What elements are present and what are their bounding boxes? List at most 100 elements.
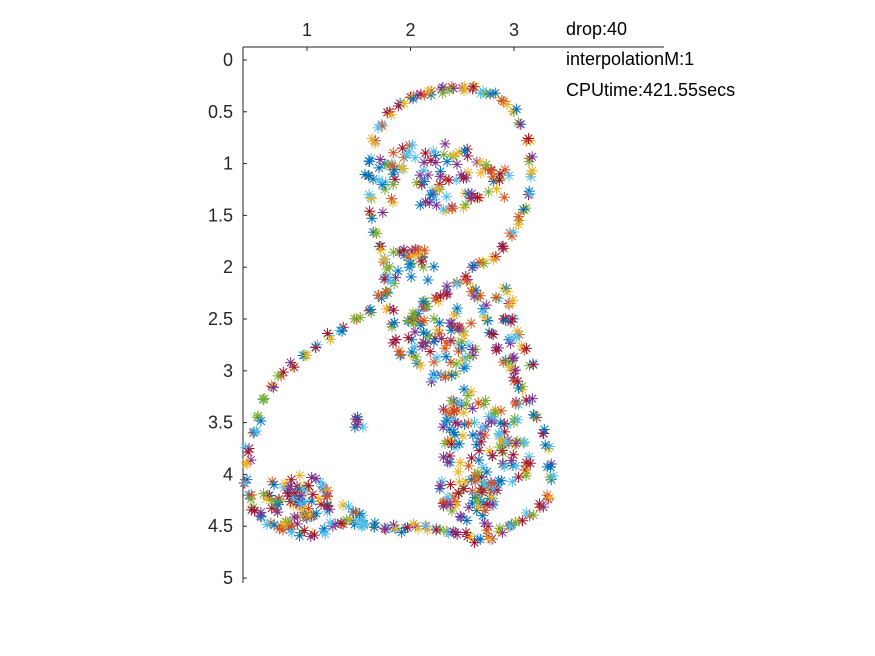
data-point-marker [481, 524, 493, 536]
data-point-marker [387, 337, 399, 349]
data-point-marker [467, 429, 479, 441]
data-point-marker [489, 407, 501, 419]
data-point-marker [444, 408, 456, 420]
data-point-marker [357, 518, 369, 530]
data-point-marker [373, 174, 385, 186]
data-point-marker [437, 87, 449, 99]
data-point-marker [357, 421, 369, 433]
data-point-marker [506, 230, 518, 242]
data-point-marker [451, 404, 463, 416]
data-point-marker [486, 165, 498, 177]
data-point-marker [481, 466, 493, 478]
data-point-marker [494, 168, 506, 180]
data-point-marker [438, 500, 450, 512]
data-point-marker [406, 139, 418, 151]
data-point-marker [475, 436, 487, 448]
data-point-marker [422, 300, 434, 312]
data-point-marker [511, 435, 523, 447]
data-point-marker [303, 480, 315, 492]
data-point-marker [255, 415, 267, 427]
data-point-marker [387, 196, 399, 208]
data-point-marker [306, 495, 318, 507]
data-point-marker [494, 522, 506, 534]
data-point-marker [465, 474, 477, 486]
data-point-marker [497, 240, 509, 252]
data-point-marker [442, 527, 454, 539]
data-point-marker [369, 517, 381, 529]
data-point-marker [527, 359, 539, 371]
data-point-marker [459, 418, 471, 430]
data-point-marker [372, 122, 384, 134]
data-point-marker [544, 471, 556, 483]
data-point-marker [414, 360, 426, 372]
data-point-marker [439, 138, 451, 150]
data-point-marker [506, 476, 518, 488]
data-point-marker [497, 447, 509, 459]
data-point-marker [418, 164, 430, 176]
data-point-marker [255, 506, 267, 518]
data-point-marker [277, 524, 289, 536]
data-point-marker [405, 271, 417, 283]
data-point-marker [285, 357, 297, 369]
y-tick-label: 2 [223, 257, 233, 277]
data-point-marker [489, 87, 501, 99]
data-point-marker [516, 384, 528, 396]
data-point-marker [457, 430, 469, 442]
data-point-marker [447, 149, 459, 161]
data-point-marker [487, 482, 499, 494]
data-point-marker [484, 493, 496, 505]
data-point-marker [351, 419, 363, 431]
data-point-marker [387, 519, 399, 531]
data-point-marker [428, 356, 440, 368]
data-point-marker [444, 499, 456, 511]
data-point-marker [524, 360, 536, 372]
data-point-marker [379, 183, 391, 195]
data-point-marker [378, 256, 390, 268]
data-point-marker [265, 517, 277, 529]
data-point-marker [435, 333, 447, 345]
data-point-marker [447, 526, 459, 538]
y-tick-label: 5 [223, 568, 233, 588]
x-ticks: 1 2 3 [302, 20, 519, 51]
data-point-marker [479, 517, 491, 529]
data-point-marker [262, 490, 274, 502]
data-point-marker [469, 486, 481, 498]
data-point-marker [379, 158, 391, 170]
data-point-marker [443, 84, 455, 96]
data-point-marker [425, 154, 437, 166]
data-point-marker [246, 504, 258, 516]
data-point-marker [402, 314, 414, 326]
data-point-marker [388, 278, 400, 290]
data-point-marker [299, 484, 311, 496]
data-point-marker [321, 328, 333, 339]
data-point-marker [281, 487, 293, 499]
data-point-marker [509, 413, 521, 425]
data-point-marker [377, 207, 389, 219]
data-point-marker [324, 517, 336, 529]
data-point-marker [324, 334, 336, 346]
data-point-marker [324, 503, 336, 515]
data-point-marker [465, 193, 477, 205]
data-point-marker [408, 341, 420, 353]
y-tick-label: 1 [223, 154, 233, 174]
data-point-marker [372, 289, 384, 301]
data-point-marker [359, 169, 371, 181]
data-point-marker [300, 511, 312, 523]
data-point-marker [398, 244, 410, 256]
data-point-marker [512, 375, 524, 387]
data-point-marker [526, 165, 538, 177]
data-point-marker [451, 158, 463, 170]
data-point-marker [407, 307, 419, 319]
data-point-marker [261, 518, 273, 530]
data-point-marker [430, 524, 442, 536]
data-point-marker [434, 170, 446, 182]
data-point-marker [240, 457, 252, 469]
data-point-marker [514, 118, 526, 130]
data-point-marker [529, 409, 541, 421]
data-point-marker [504, 337, 516, 349]
data-point-marker [416, 179, 428, 191]
data-point-marker [458, 383, 470, 395]
data-point-marker [465, 286, 477, 298]
data-point-marker [491, 183, 503, 195]
data-point-marker [480, 299, 492, 311]
